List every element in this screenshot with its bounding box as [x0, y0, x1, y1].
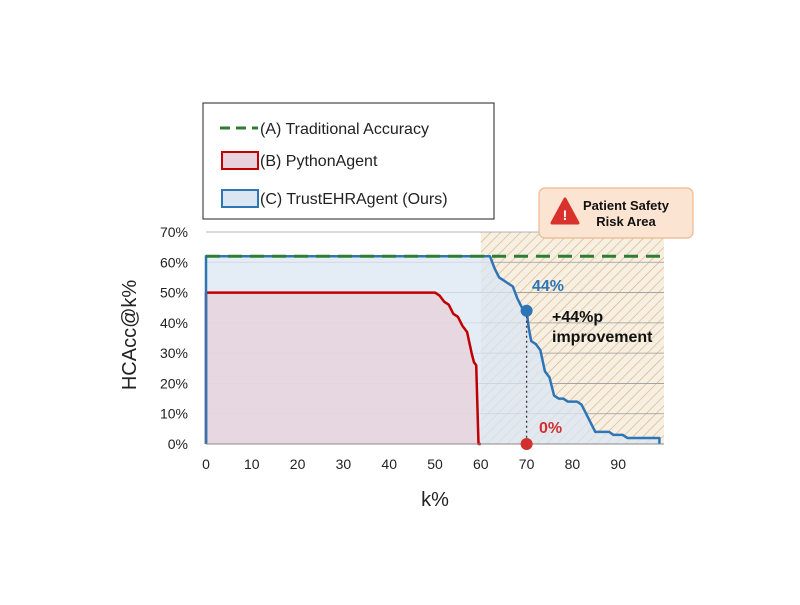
y-tick-label: 50% — [160, 285, 188, 301]
improvement-label-line1: +44%p — [552, 309, 603, 326]
x-tick-label: 20 — [290, 456, 306, 472]
risk-callout-box — [538, 187, 694, 239]
risk-label-line2: Risk Area — [596, 214, 656, 229]
y-tick-label: 0% — [168, 436, 188, 452]
x-tick-label: 10 — [244, 456, 260, 472]
legend-label-python: (B) PythonAgent — [260, 153, 378, 170]
x-tick-label: 50 — [427, 456, 443, 472]
x-tick-label: 30 — [336, 456, 352, 472]
y-axis-label: HCAcc@k% — [119, 280, 141, 391]
legend-label-traditional: (A) Traditional Accuracy — [260, 121, 429, 138]
trustehr-line — [204, 254, 661, 444]
legend-swatch-trust — [221, 189, 259, 208]
legend-label-trust: (C) TrustEHRAgent (Ours) — [260, 191, 448, 208]
trustehr-marker — [520, 304, 533, 317]
pythonagent-line — [204, 291, 481, 446]
y-tick-label: 40% — [160, 315, 188, 331]
risk-label-line1: Patient Safety — [583, 198, 670, 213]
x-tick-label: 0 — [202, 456, 210, 472]
x-tick-label: 70 — [519, 456, 535, 472]
x-tick-label: 80 — [565, 456, 581, 472]
x-axis-label: k% — [421, 489, 449, 511]
y-tick-label: 60% — [160, 254, 188, 270]
legend-swatch-python — [221, 151, 259, 170]
improvement-label-line2: improvement — [552, 329, 653, 346]
y-tick-label: 30% — [160, 345, 188, 361]
x-tick-label: 60 — [473, 456, 489, 472]
warning-icon — [550, 197, 580, 225]
x-tick-labels: 0 10 20 30 40 50 60 70 80 90 — [202, 456, 626, 472]
y-tick-labels: 0% 10% 20% 30% 40% 50% 60% 70% — [160, 224, 188, 452]
y-tick-label: 20% — [160, 375, 188, 391]
warning-icon-glyph: ! — [563, 207, 568, 223]
trustehr-value-label: 44% — [532, 278, 564, 295]
pythonagent-marker — [520, 438, 533, 450]
legend: (A) Traditional Accuracy (B) PythonAgent… — [202, 102, 495, 220]
y-tick-label: 70% — [160, 224, 188, 240]
y-tick-label: 10% — [160, 406, 188, 422]
x-tick-label: 40 — [381, 456, 397, 472]
pythonagent-value-label: 0% — [539, 420, 562, 437]
pythonagent-area-fill — [206, 292, 481, 444]
x-tick-label: 90 — [610, 456, 626, 472]
risk-area-callout: ! Patient Safety Risk Area — [538, 187, 694, 239]
